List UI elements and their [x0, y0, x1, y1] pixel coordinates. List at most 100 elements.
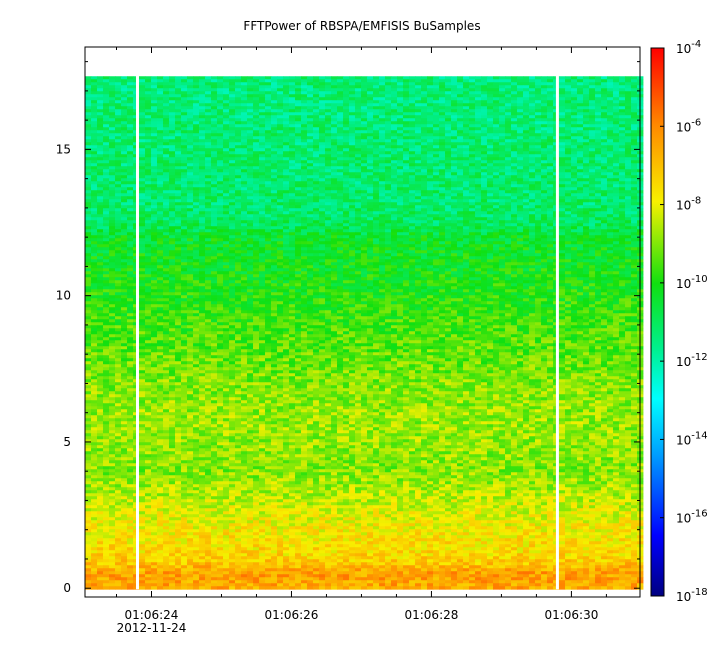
- heatmap-cell: [205, 220, 212, 224]
- heatmap-cell: [271, 79, 278, 83]
- heatmap-cell: [229, 205, 236, 209]
- heatmap-cell: [103, 151, 110, 155]
- heatmap-cell: [367, 184, 374, 188]
- heatmap-cell: [223, 193, 230, 197]
- heatmap-cell: [481, 109, 488, 113]
- heatmap-cell: [607, 226, 614, 230]
- heatmap-cell: [475, 217, 482, 221]
- heatmap-cell: [235, 106, 242, 110]
- heatmap-cell: [445, 208, 452, 212]
- heatmap-cell: [259, 184, 266, 188]
- heatmap-cell: [331, 196, 338, 200]
- heatmap-cell: [331, 142, 338, 146]
- heatmap-cell: [493, 217, 500, 221]
- heatmap-cell: [613, 130, 620, 134]
- heatmap-cell: [313, 172, 320, 176]
- heatmap-cell: [265, 187, 272, 191]
- heatmap-cell: [577, 148, 584, 152]
- heatmap-cell: [151, 103, 158, 107]
- heatmap-cell: [499, 202, 506, 206]
- heatmap-cell: [451, 178, 458, 182]
- heatmap-cell: [541, 94, 548, 98]
- heatmap-cell: [157, 235, 164, 239]
- heatmap-cell: [289, 127, 296, 131]
- heatmap-cell: [331, 124, 338, 128]
- heatmap-cell: [427, 124, 434, 128]
- heatmap-cell: [229, 139, 236, 143]
- heatmap-cell: [439, 178, 446, 182]
- heatmap-cell: [625, 196, 632, 200]
- heatmap-cell: [529, 145, 536, 149]
- heatmap-cell: [139, 187, 146, 191]
- heatmap-cell: [361, 136, 368, 140]
- heatmap-cell: [223, 124, 230, 128]
- heatmap-cell: [583, 226, 590, 230]
- heatmap-cell: [433, 190, 440, 194]
- heatmap-cell: [199, 97, 206, 101]
- heatmap-cell: [385, 166, 392, 170]
- heatmap-cell: [187, 232, 194, 236]
- heatmap-cell: [121, 235, 128, 239]
- heatmap-cell: [505, 106, 512, 110]
- heatmap-cell: [211, 133, 218, 137]
- heatmap-cell: [427, 136, 434, 140]
- heatmap-cell: [421, 94, 428, 98]
- heatmap-cell: [151, 112, 158, 116]
- heatmap-cell: [283, 85, 290, 89]
- heatmap-cell: [85, 193, 92, 197]
- heatmap-cell: [271, 217, 278, 221]
- heatmap-cell: [241, 103, 248, 107]
- heatmap-cell: [223, 136, 230, 140]
- heatmap-cell: [625, 181, 632, 185]
- heatmap-cell: [397, 145, 404, 149]
- heatmap-cell: [253, 223, 260, 227]
- heatmap-cell: [247, 157, 254, 161]
- heatmap-cell: [433, 199, 440, 203]
- heatmap-cell: [571, 196, 578, 200]
- heatmap-cell: [355, 88, 362, 92]
- heatmap-cell: [241, 181, 248, 185]
- heatmap-cell: [205, 160, 212, 164]
- heatmap-cell: [241, 211, 248, 215]
- heatmap-cell: [505, 208, 512, 212]
- heatmap-cell: [355, 181, 362, 185]
- heatmap-cell: [583, 178, 590, 182]
- heatmap-cell: [625, 223, 632, 227]
- heatmap-cell: [385, 106, 392, 110]
- heatmap-cell: [187, 226, 194, 230]
- heatmap-cell: [361, 211, 368, 215]
- heatmap-cell: [415, 100, 422, 104]
- heatmap-cell: [511, 121, 518, 125]
- heatmap-cell: [361, 91, 368, 95]
- heatmap-cell: [295, 175, 302, 179]
- heatmap-cell: [235, 175, 242, 179]
- heatmap-cell: [427, 82, 434, 86]
- heatmap-cell: [565, 103, 572, 107]
- heatmap-cell: [307, 157, 314, 161]
- heatmap-cell: [205, 154, 212, 158]
- heatmap-cell: [343, 133, 350, 137]
- heatmap-cell: [451, 76, 458, 80]
- heatmap-cell: [193, 121, 200, 125]
- heatmap-cell: [337, 163, 344, 167]
- heatmap-cell: [115, 121, 122, 125]
- heatmap-cell: [595, 118, 602, 122]
- heatmap-cell: [139, 214, 146, 218]
- heatmap-cell: [271, 76, 278, 80]
- heatmap-cell: [559, 106, 566, 110]
- heatmap-cell: [157, 202, 164, 206]
- heatmap-cell: [595, 97, 602, 101]
- heatmap-cell: [397, 154, 404, 158]
- heatmap-cell: [301, 133, 308, 137]
- heatmap-cell: [421, 157, 428, 161]
- heatmap-cell: [265, 226, 272, 230]
- heatmap-cell: [409, 208, 416, 212]
- heatmap-cell: [121, 232, 128, 236]
- heatmap-cell: [409, 178, 416, 182]
- heatmap-cell: [103, 127, 110, 131]
- heatmap-cell: [337, 223, 344, 227]
- heatmap-cell: [451, 169, 458, 173]
- heatmap-cell: [589, 115, 596, 119]
- heatmap-cell: [463, 211, 470, 215]
- heatmap-cell: [199, 178, 206, 182]
